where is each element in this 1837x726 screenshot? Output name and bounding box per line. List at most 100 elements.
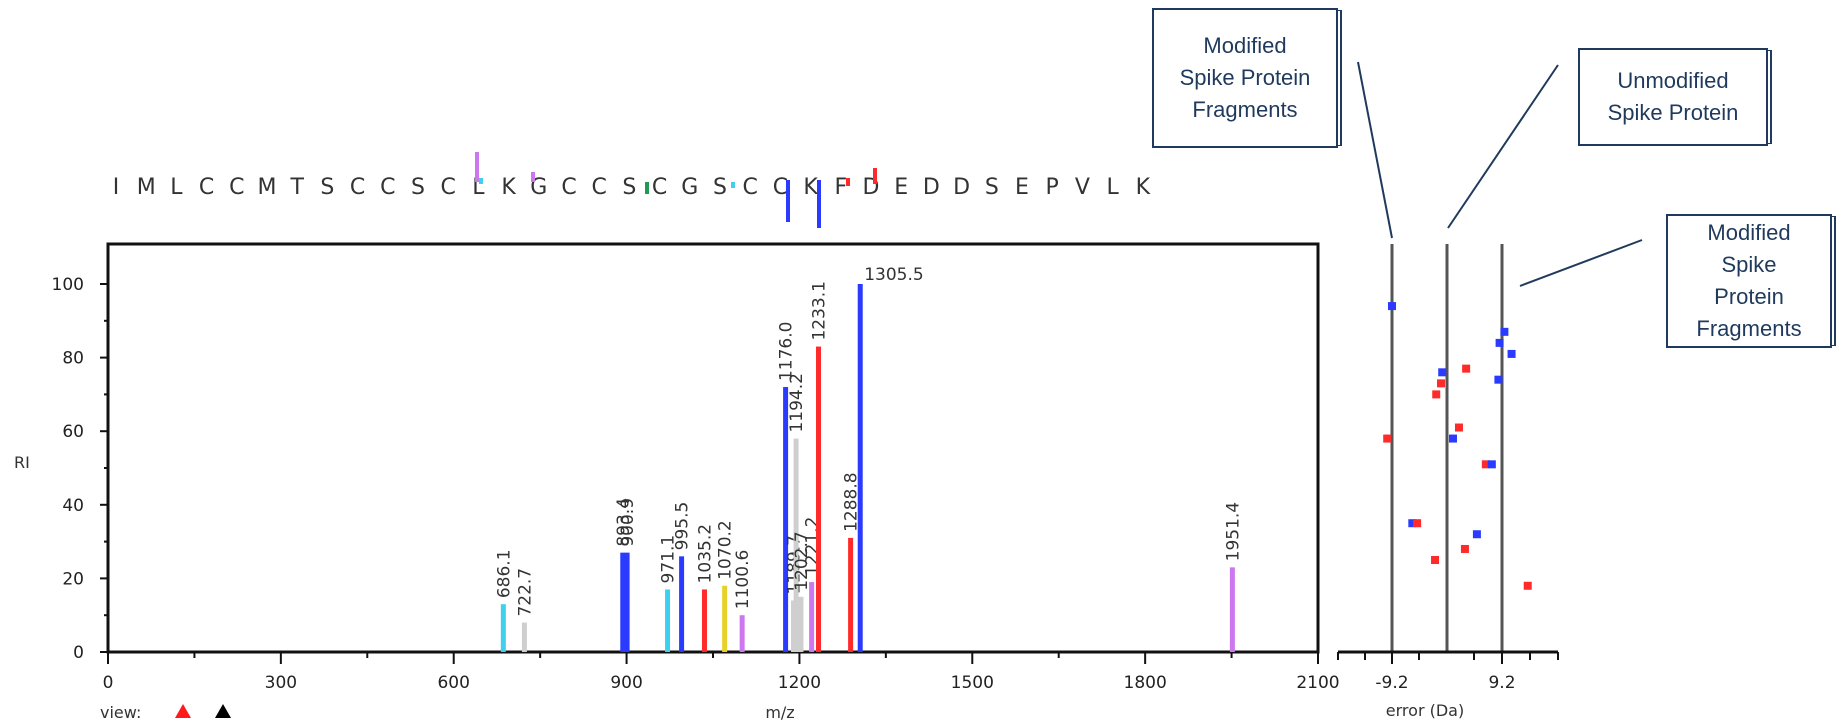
peak-bar[interactable] [739, 615, 745, 652]
view-label: view: [100, 703, 141, 722]
peak-label: 1202.7 [792, 531, 812, 590]
residue-16: C [561, 175, 576, 200]
peak-label: 722.7 [515, 568, 535, 617]
error-point[interactable] [1494, 375, 1503, 384]
error-axes: -9.2 9.2 [1337, 244, 1559, 693]
peak-bar[interactable] [798, 596, 804, 652]
y-tick-label: 80 [62, 349, 84, 369]
peak-bar[interactable] [809, 582, 815, 652]
peak-label: 1305.5 [864, 265, 923, 285]
residue-28: D [923, 175, 940, 200]
peak-bar[interactable] [857, 284, 863, 652]
error-point[interactable] [1413, 519, 1422, 528]
error-point[interactable] [1454, 423, 1463, 432]
residue-21: S [713, 175, 727, 200]
peak-label: 686.1 [494, 549, 514, 598]
residue-24: K [803, 175, 818, 200]
peak-label: 1194.2 [787, 373, 807, 432]
error-point[interactable] [1460, 544, 1469, 553]
peak-bar[interactable] [620, 552, 626, 652]
residue-22: C [743, 175, 758, 200]
cleavage-mark [479, 178, 483, 184]
cleavage-mark [645, 182, 649, 194]
error-point[interactable] [1383, 434, 1392, 443]
residue-30: S [985, 175, 999, 200]
residue-18: S [622, 175, 636, 200]
peak-bar[interactable] [701, 589, 707, 652]
peak-bar[interactable] [500, 604, 506, 652]
error-point[interactable] [1438, 368, 1447, 377]
peak-bar[interactable] [624, 552, 630, 652]
error-point[interactable] [1472, 530, 1481, 539]
residue-10: C [380, 175, 395, 200]
error-point[interactable] [1432, 390, 1441, 399]
peak-label: 900.9 [618, 498, 638, 547]
residue-1: I [113, 175, 120, 200]
fragment-cleavage-marks [475, 152, 877, 228]
cleavage-mark [531, 172, 535, 182]
callout-modified-fragments-right: Modified Spike Protein Fragments [1666, 214, 1832, 348]
peak-bar[interactable] [521, 622, 527, 652]
residue-7: T [289, 175, 304, 200]
cleavage-mark [786, 180, 790, 222]
residue-4: C [199, 175, 214, 200]
view-black-triangle-icon[interactable] [215, 704, 231, 718]
residue-29: D [953, 175, 970, 200]
error-point[interactable] [1500, 327, 1509, 336]
error-point[interactable] [1495, 338, 1504, 347]
residue-14: K [501, 175, 516, 200]
residue-23: C [773, 175, 788, 200]
residue-31: E [1015, 175, 1029, 200]
peak-label: 1070.2 [716, 520, 736, 579]
error-tick-label: -9.2 [1375, 673, 1408, 693]
peak-label: 971.1 [659, 535, 679, 584]
x-tick-label: 600 [437, 673, 469, 693]
y-tick-label: 40 [62, 496, 84, 516]
error-point[interactable] [1437, 379, 1446, 388]
peak-label: 1288.8 [842, 472, 862, 531]
error-point[interactable] [1462, 364, 1471, 373]
error-point[interactable] [1408, 519, 1417, 528]
residue-25: F [834, 175, 847, 200]
residue-32: P [1046, 175, 1059, 200]
error-point[interactable] [1448, 434, 1457, 443]
cleavage-mark [846, 178, 850, 186]
residue-33: V [1075, 175, 1090, 200]
error-axis-label: error (Da) [1386, 701, 1464, 720]
peak-label: 893.4 [614, 498, 634, 547]
view-red-triangle-icon[interactable] [175, 704, 191, 718]
residue-35: K [1136, 175, 1151, 200]
peak-bar[interactable] [816, 346, 822, 652]
callout-connectors [1357, 61, 1643, 287]
residue-34: L [1106, 175, 1119, 200]
peak-label: 1176.0 [777, 322, 797, 381]
callout-unmodified-spike: Unmodified Spike Protein [1578, 48, 1768, 146]
peak-label: 1951.4 [1223, 502, 1243, 561]
residue-17: C [592, 175, 607, 200]
error-point[interactable] [1481, 460, 1490, 469]
x-axis-label: m/z [765, 703, 794, 722]
error-point[interactable] [1507, 349, 1516, 358]
x-tick-label: 300 [265, 673, 297, 693]
error-point[interactable] [1487, 460, 1496, 469]
x-tick-label: 900 [610, 673, 642, 693]
cleavage-mark [475, 152, 479, 182]
peak-bar[interactable] [679, 556, 685, 652]
residue-6: M [258, 175, 277, 200]
cleavage-mark [873, 168, 877, 184]
y-tick-label: 60 [62, 422, 84, 442]
peak-bar[interactable] [783, 387, 789, 652]
error-point[interactable] [1523, 581, 1532, 590]
peak-bar[interactable] [793, 438, 799, 652]
error-point[interactable] [1431, 556, 1440, 564]
residue-9: C [350, 175, 365, 200]
peak-bar[interactable] [1229, 567, 1235, 652]
peak-bar[interactable] [790, 600, 796, 652]
peak-bar[interactable] [722, 585, 728, 652]
error-point[interactable] [1388, 302, 1396, 311]
residue-12: C [441, 175, 456, 200]
peak-bar[interactable] [848, 537, 854, 652]
peak-bar[interactable] [665, 589, 671, 652]
